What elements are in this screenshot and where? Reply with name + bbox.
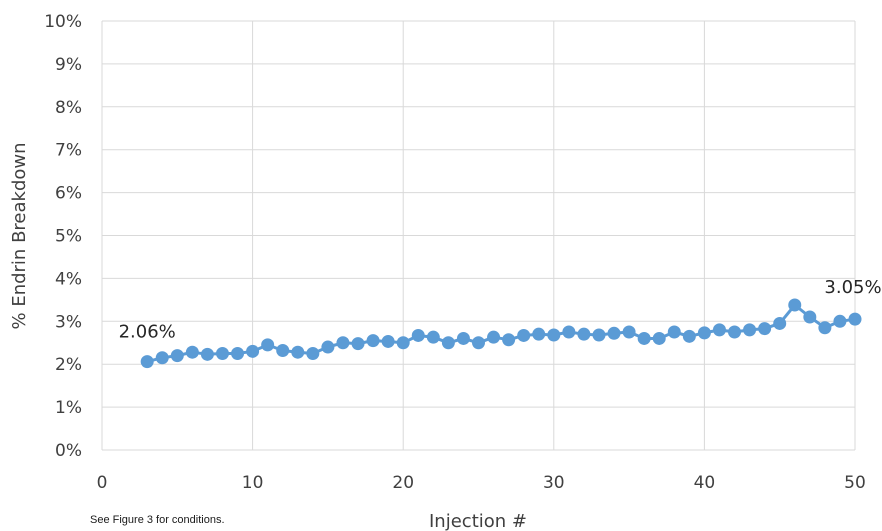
y-tick-label: 2% [55, 355, 82, 375]
data-point [682, 329, 696, 343]
data-point [712, 323, 726, 337]
data-point [261, 338, 275, 352]
data-point [848, 312, 862, 326]
data-point [502, 333, 516, 347]
data-point [321, 340, 335, 354]
data-point [351, 337, 365, 351]
data-label: 2.06% [119, 322, 176, 343]
series [140, 298, 862, 369]
data-point [773, 316, 787, 330]
data-point [697, 326, 711, 340]
data-point [607, 326, 621, 340]
x-tick-label: 30 [543, 473, 565, 493]
x-tick-label: 10 [242, 473, 264, 493]
data-point [788, 298, 802, 312]
x-tick-label: 50 [844, 473, 866, 493]
x-axis-title: Injection # [429, 511, 527, 531]
data-point [547, 328, 561, 342]
data-point [637, 331, 651, 345]
data-point [818, 321, 832, 335]
x-tick-label: 0 [97, 473, 108, 493]
data-label: 3.05% [824, 277, 881, 298]
x-tick-label: 40 [694, 473, 716, 493]
data-point [381, 334, 395, 348]
gridlines [101, 20, 856, 451]
data-point [276, 343, 290, 357]
data-point [803, 310, 817, 324]
data-point [441, 336, 455, 350]
data-point [185, 345, 199, 359]
y-tick-label: 5% [55, 227, 82, 247]
tick-labels: 0% 1% 2% 3% 4% 5% 6% 7% 8% 9% 10% 0 10 20 30 40 50 [44, 12, 866, 493]
data-point [532, 327, 546, 341]
data-point [200, 347, 214, 361]
x-tick-label: 20 [392, 473, 414, 493]
data-labels: 2.06% 3.05% [119, 277, 882, 342]
data-point [667, 325, 681, 339]
data-point [487, 330, 501, 344]
data-point [396, 336, 410, 350]
y-tick-label: 6% [55, 184, 82, 204]
data-point [622, 325, 636, 339]
data-point [472, 336, 485, 350]
y-tick-label: 1% [55, 398, 82, 418]
data-point [728, 325, 742, 339]
data-point [456, 331, 470, 345]
data-point [170, 349, 184, 363]
footnote: See Figure 3 for conditions. [90, 514, 225, 526]
data-point [411, 328, 425, 342]
data-point [652, 331, 666, 345]
data-point [291, 345, 305, 359]
data-point [306, 346, 320, 360]
y-axis-title: % Endrin Breakdown [9, 142, 30, 329]
data-point [833, 314, 847, 328]
data-point [743, 323, 757, 337]
data-point [155, 351, 169, 365]
data-point [140, 355, 154, 369]
y-tick-label: 4% [55, 269, 82, 289]
y-tick-label: 10% [44, 12, 82, 32]
data-point [215, 346, 229, 360]
data-point [577, 327, 591, 341]
data-point [562, 325, 576, 339]
data-point [426, 330, 440, 344]
y-tick-label: 8% [55, 98, 82, 118]
data-point [517, 328, 531, 342]
data-point [231, 346, 245, 360]
data-point [366, 334, 380, 348]
y-tick-label: 9% [55, 55, 82, 75]
data-point [592, 328, 606, 342]
y-tick-label: 0% [55, 441, 82, 461]
y-tick-label: 7% [55, 141, 82, 161]
data-point [246, 344, 260, 358]
data-point [758, 322, 772, 336]
y-tick-label: 3% [55, 312, 82, 332]
data-point [336, 336, 350, 350]
